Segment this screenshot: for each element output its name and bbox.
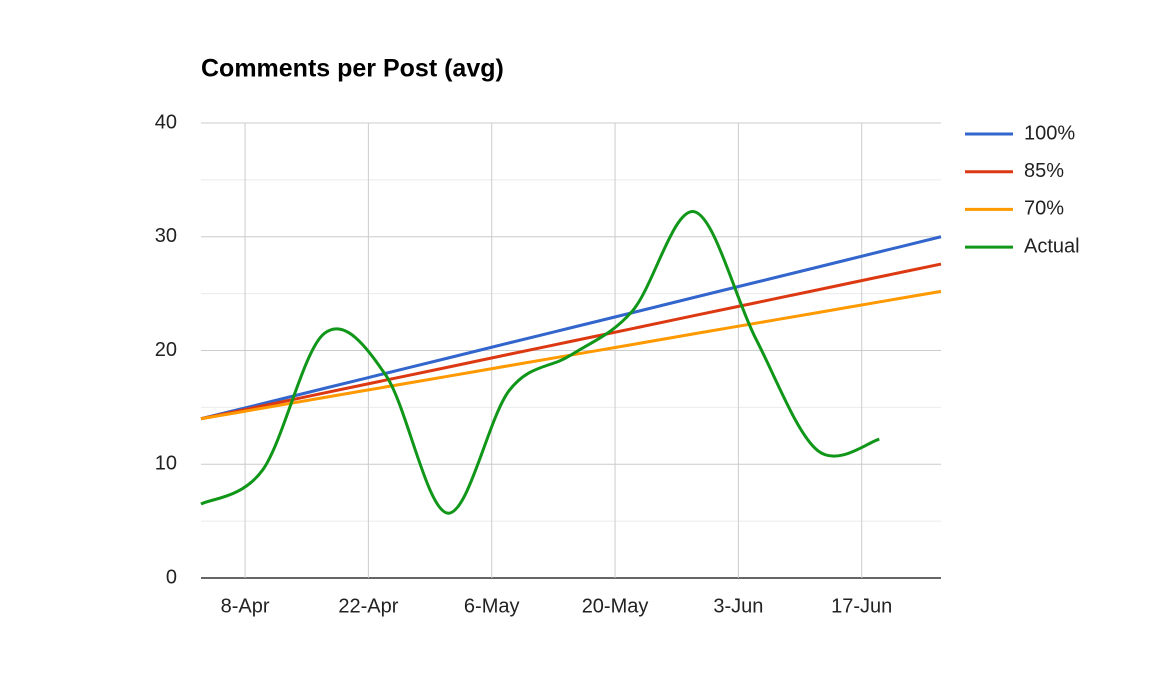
series-line [200,235,942,421]
x-tick-label: 20-May [582,595,649,617]
series-line [200,210,880,515]
x-tick-label: 6-May [464,595,520,617]
x-tick-label: 3-Jun [713,595,763,617]
legend-label: 100% [1024,122,1075,144]
series-line [200,262,942,421]
y-tick-label: 40 [155,111,177,133]
chart-title: Comments per Post (avg) [201,55,504,83]
legend-label: 70% [1024,198,1064,220]
y-tick-label: 30 [155,225,177,247]
x-tick-label: 8-Apr [221,595,270,617]
x-tick-label: 17-Jun [831,595,892,617]
legend-label: Actual [1024,235,1080,257]
y-tick-label: 10 [155,453,177,475]
y-tick-label: 20 [155,339,177,361]
y-tick-label: 0 [166,566,177,588]
legend-label: 85% [1024,160,1064,182]
x-tick-label: 22-Apr [338,595,398,617]
